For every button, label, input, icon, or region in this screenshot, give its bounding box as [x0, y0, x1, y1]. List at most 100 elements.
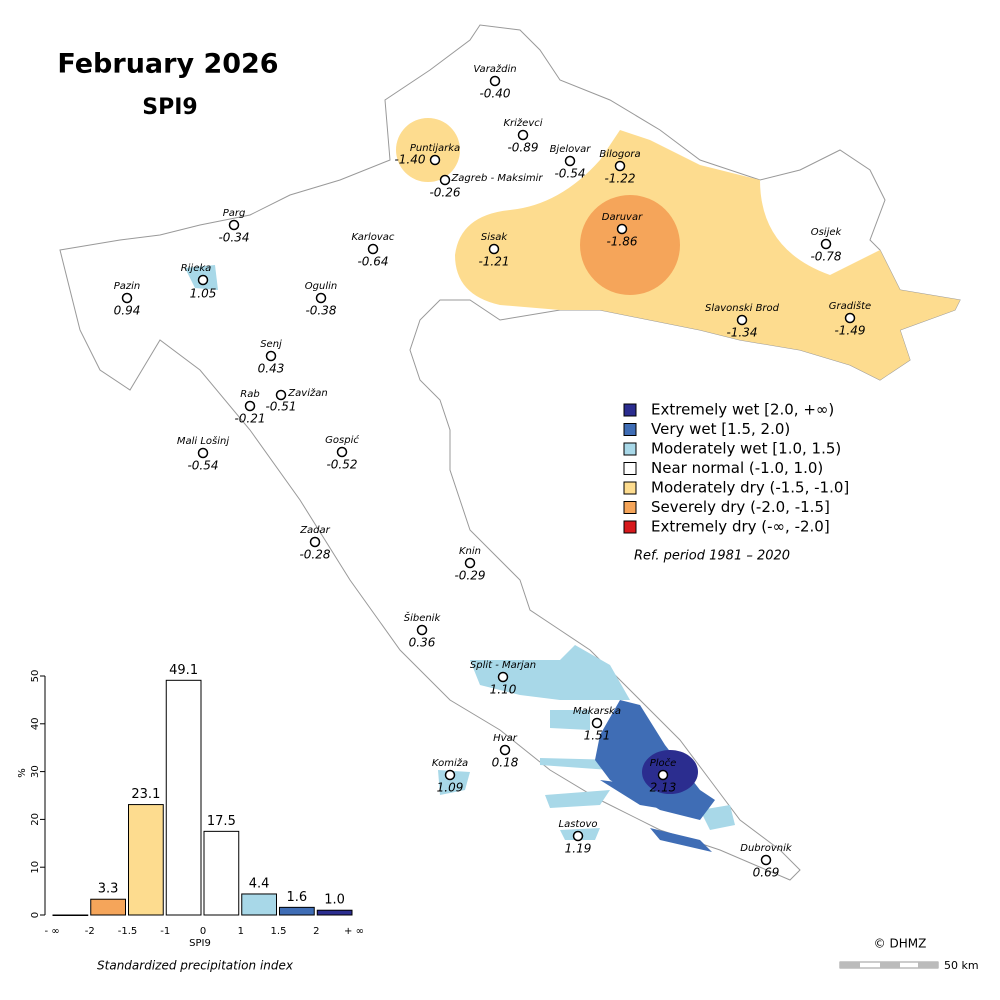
station-name: Zagreb - Maksimir [450, 173, 543, 184]
legend-label: Extremely dry (-∞, -2.0] [651, 518, 830, 536]
station-marker [564, 155, 576, 167]
station-marker [657, 769, 669, 781]
bar-value-label: 3.3 [98, 882, 119, 897]
station-value: -0.38 [305, 304, 336, 318]
scale-bar-segment [918, 962, 938, 968]
station-value: -0.89 [507, 141, 538, 155]
scale-bar-segment [880, 962, 900, 968]
station-name: Šibenik [404, 611, 442, 624]
severely-dry-region [580, 195, 680, 295]
station-name: Mali Lošinj [177, 435, 230, 447]
map [59, 24, 961, 881]
station-value: -0.40 [479, 87, 510, 101]
credit: © DHMZ [874, 937, 927, 951]
station-name: Gradište [829, 300, 871, 312]
y-tick-label: 50 [30, 670, 41, 683]
station-name: Senj [260, 339, 282, 350]
bar-value-label: 1.0 [324, 893, 345, 908]
x-tick-label: -1 [160, 926, 170, 937]
station-value: -0.64 [357, 255, 388, 269]
station-name: Lastovo [559, 819, 598, 830]
station-name: Bjelovar [550, 144, 592, 155]
station-marker [228, 219, 240, 231]
station-name: Zadar [299, 525, 330, 536]
bar [165, 679, 202, 916]
station-value: 0.94 [114, 304, 141, 318]
station-value: -0.28 [299, 548, 330, 562]
station-value: -1.22 [604, 172, 635, 186]
legend-swatch [623, 481, 637, 495]
station-marker [244, 400, 256, 412]
station-value: -0.54 [187, 459, 218, 473]
station-name: Bilogora [599, 149, 640, 160]
legend-swatch [623, 403, 637, 417]
dry-region [455, 130, 960, 380]
station-name: Rijeka [181, 263, 212, 274]
bar-value-label: 17.5 [207, 814, 236, 829]
station-value: 1.10 [490, 683, 517, 697]
station-name: Slavonski Brod [705, 303, 780, 314]
station-name: Parg [223, 208, 246, 219]
station-marker [614, 160, 626, 172]
legend-label: Near normal (-1.0, 1.0) [651, 459, 823, 477]
station-name: Ogulin [305, 281, 337, 292]
station-marker [315, 292, 327, 304]
bar-value-label: 4.4 [249, 876, 270, 891]
bar [241, 893, 277, 916]
bar-value-label: 23.1 [131, 787, 160, 802]
station-value: -0.34 [218, 231, 249, 245]
station-marker [844, 312, 856, 324]
station-name: Knin [459, 546, 481, 557]
legend-swatch [623, 462, 637, 475]
station-value: 1.19 [565, 842, 592, 856]
station-marker [429, 154, 441, 166]
legend-label: Severely dry (-2.0, -1.5] [651, 498, 830, 516]
station-marker [488, 243, 500, 255]
station-value: -1.21 [478, 255, 509, 269]
station-value: -0.54 [554, 167, 585, 181]
station-marker [517, 129, 529, 141]
station-marker [336, 446, 348, 458]
scale-bar [839, 961, 939, 969]
station-marker [416, 624, 428, 636]
legend-label: Moderately wet [1.0, 1.5) [651, 440, 841, 458]
bar [316, 909, 353, 916]
legend-swatch [623, 442, 637, 456]
x-axis-label: SPI9 [189, 938, 211, 949]
title: February 2026 [57, 49, 278, 80]
chart-caption: Standardized precipitation index [97, 959, 294, 973]
station-name: Zavižan [287, 387, 327, 399]
station-value: -0.51 [265, 400, 296, 414]
station-marker [499, 744, 511, 756]
subtitle: SPI9 [142, 95, 197, 120]
station-marker [497, 671, 509, 683]
station-marker [121, 292, 133, 304]
station-marker [197, 447, 209, 459]
station-value: -0.26 [429, 186, 460, 200]
station-value: -0.21 [234, 412, 265, 426]
station-marker [265, 350, 277, 362]
legend-swatch [623, 520, 637, 534]
x-tick-label: -2 [85, 926, 95, 937]
y-tick-label: 20 [30, 813, 41, 826]
station-marker [439, 174, 451, 186]
bar [52, 914, 89, 916]
bar [279, 906, 315, 916]
scale-bar-segment [840, 962, 860, 968]
dry-region [396, 118, 460, 182]
station-name: Pazin [114, 281, 141, 292]
station-marker [367, 243, 379, 255]
x-tick-label: 0 [200, 926, 206, 937]
station-value: -0.29 [454, 569, 485, 583]
station-name: Osijek [811, 227, 843, 238]
station-marker [572, 830, 584, 842]
station-name: Rab [240, 389, 259, 400]
station-name: Puntijarka [410, 143, 460, 154]
station-name: Split - Marjan [470, 660, 536, 671]
y-axis-label: % [17, 768, 28, 778]
x-tick-label: -1.5 [118, 926, 138, 937]
x-tick-label: - ∞ [44, 926, 59, 937]
bar-value-label: 1.6 [287, 890, 308, 905]
bar [128, 804, 164, 916]
station-marker [275, 389, 287, 401]
